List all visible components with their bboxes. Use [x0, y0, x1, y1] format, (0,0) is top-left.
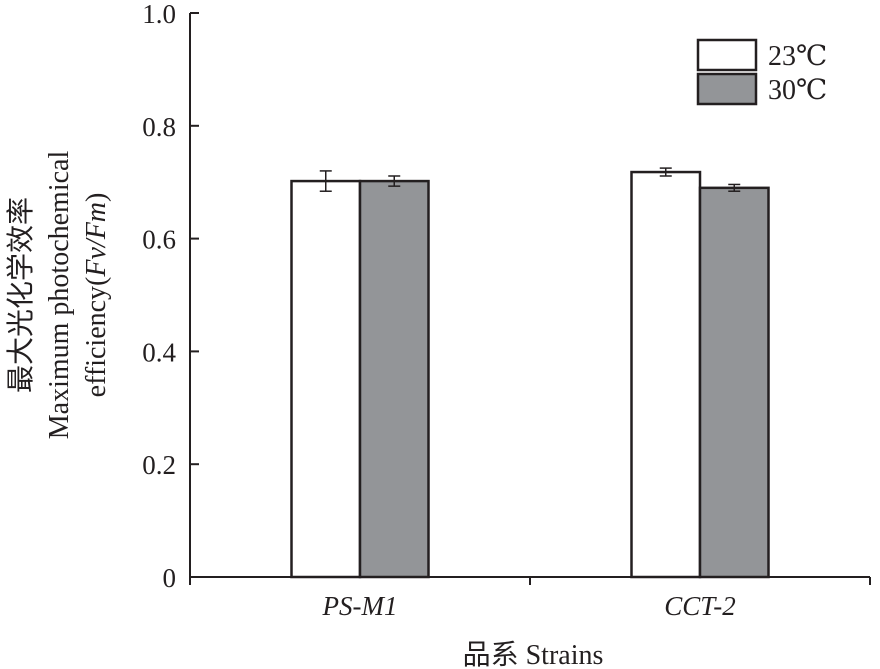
y-axis-label-italic: Fv/Fm: [81, 202, 112, 278]
bar-CCT-2-1: [698, 186, 770, 579]
x-axis-label: 品系 Strains: [463, 639, 604, 669]
y-axis-label-close: ): [81, 193, 112, 202]
y-tick-label: 0.6: [142, 225, 176, 255]
y-tick-label: 0: [163, 563, 177, 593]
bar-PS-M1-0: [290, 179, 362, 579]
bar-CCT-2-0: [630, 170, 702, 579]
y-tick-label: 0.4: [142, 337, 176, 367]
y-axis-label-line: 最大光化学效率: [5, 197, 37, 393]
y-tick-label: 0.8: [142, 112, 176, 142]
legend-swatch: [696, 38, 758, 72]
x-tick-label: CCT-2: [664, 591, 736, 621]
legend-label: 30℃: [768, 75, 827, 106]
legend-label: 23℃: [768, 41, 827, 72]
bar-PS-M1-1: [358, 179, 430, 579]
legend-swatch: [696, 72, 758, 106]
y-axis-label-line: efficiency(Fv/Fm): [81, 193, 112, 398]
y-tick-label: 0.2: [142, 450, 176, 480]
x-tick-label: PS-M1: [322, 591, 398, 621]
y-tick-label: 1.0: [142, 0, 176, 29]
y-axis-label-line: Maximum photochemical: [44, 151, 75, 440]
